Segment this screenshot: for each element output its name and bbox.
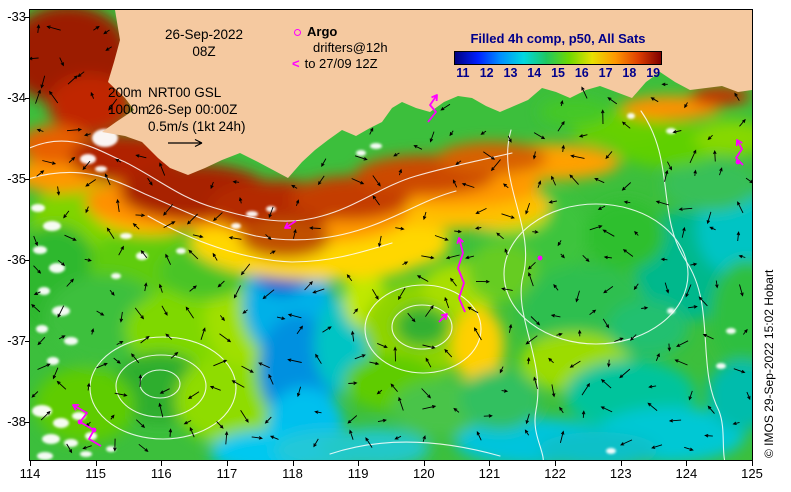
x-tick-label: 117 [216, 466, 238, 481]
model-name: NRT00 GSL [148, 85, 222, 100]
colorbar-tick-labels: 11 12 13 14 15 16 17 18 19 [451, 66, 665, 80]
y-tick-mark [25, 341, 30, 342]
x-tick-mark [161, 461, 163, 466]
argo-marker-icon [294, 28, 301, 36]
y-tick-mark [25, 422, 30, 423]
drifters-label-2: to 27/09 12Z [304, 56, 378, 71]
x-tick-label: 125 [741, 466, 763, 481]
y-tick-mark [25, 179, 30, 180]
x-tick-label: 123 [609, 466, 632, 481]
x-tick-mark [226, 461, 228, 466]
model-row-1: 200m NRT00 GSL [108, 84, 246, 101]
sst-map [30, 10, 752, 460]
credit-text: © IMOS 29-Sep-2022 15:02 Hobart [762, 269, 776, 458]
x-tick-label: 116 [150, 466, 172, 481]
current-vector-field [30, 24, 752, 454]
colorbar-tick-label: 15 [551, 66, 565, 80]
analysis-date: 26-Sep-2022 [164, 27, 244, 42]
drifter-track [735, 139, 744, 166]
colorbar-tick-label: 16 [574, 66, 589, 80]
x-tick-mark [489, 461, 491, 466]
model-depth-2: 1000m [108, 102, 150, 117]
drifter-arrow-icon: < [292, 56, 300, 71]
annotation-datetime: 26-Sep-2022 08Z [148, 26, 260, 60]
model-datetime: 26-Sep 00:00Z [148, 102, 238, 117]
ssh-contours [30, 110, 726, 460]
vector-scale-label: 0.5m/s (1kt 24h) [148, 119, 246, 134]
x-tick-label: 120 [412, 466, 435, 481]
legend-row-argo: Argo [292, 24, 388, 40]
annotation-model-info: 200m NRT00 GSL 1000m26-Sep 00:00Z 0.5m/s … [108, 84, 246, 148]
x-tick-label: 119 [347, 466, 369, 481]
colorbar-gradient [454, 51, 662, 65]
colorbar-title: Filled 4h comp, p50, All Sats [470, 31, 646, 46]
x-tick-label: 122 [544, 466, 566, 481]
y-tick-label: -35 [7, 171, 26, 186]
x-tick-label: 118 [282, 466, 303, 481]
y-tick-mark [25, 17, 30, 18]
colorbar-tick-label: 12 [479, 66, 494, 80]
drifter-track [284, 220, 297, 229]
y-tick-label: -38 [7, 414, 26, 429]
x-tick-mark [423, 461, 425, 466]
x-tick-mark [30, 461, 31, 466]
drifter-track [427, 94, 438, 123]
drifter-track [72, 404, 102, 447]
x-tick-mark [95, 461, 97, 466]
colorbar-tick-label: 18 [622, 66, 637, 80]
colorbar: Filled 4h comp, p50, All Sats 11 12 13 14 15… [448, 31, 668, 80]
drifter-track [438, 313, 448, 323]
x-tick-mark [751, 461, 753, 466]
x-tick-label: 121 [478, 466, 501, 481]
x-tick-mark [555, 461, 557, 466]
colorbar-tick-label: 11 [456, 66, 470, 80]
colorbar-tick-label: 19 [646, 66, 661, 80]
annotation-legend: Argo drifters@12h < to 27/09 12Z [292, 24, 388, 72]
x-tick-label: 124 [675, 466, 698, 481]
x-tick-mark [358, 461, 360, 466]
colorbar-tick-label: 14 [527, 66, 542, 80]
drifters-label-1: drifters@12h [313, 40, 388, 55]
y-tick-label: -34 [7, 90, 26, 105]
analysis-hour: 08Z [192, 44, 216, 59]
current-vectors [30, 24, 752, 454]
x-tick-mark [620, 461, 622, 466]
argo-label: Argo [307, 24, 338, 39]
drifter-track [456, 237, 466, 313]
x-tick-mark [292, 461, 294, 466]
scale-arrow-icon [168, 138, 203, 148]
y-tick-mark [25, 98, 30, 99]
x-tick-label: 114 [19, 466, 41, 481]
y-tick-label: -36 [7, 252, 26, 267]
sst-field-blobs [30, 10, 752, 460]
argo-float-marker [537, 255, 543, 261]
drifter-argo-overlay [72, 94, 744, 447]
x-axis-labels: 114 115 116 117 118 119 120 121 122 123 124 125 [0, 466, 791, 486]
y-tick-label: -37 [7, 333, 26, 348]
y-tick-mark [25, 260, 30, 261]
model-depth-1: 200m [108, 85, 142, 100]
y-tick-label: -33 [7, 9, 26, 24]
colorbar-tick-label: 13 [503, 66, 518, 80]
x-tick-mark [686, 461, 688, 466]
colorbar-tick-label: 17 [598, 66, 613, 80]
model-row-2: 1000m26-Sep 00:00Z [108, 101, 246, 118]
x-tick-label: 115 [85, 466, 106, 481]
legend-row-drifters: < to 27/09 12Z [292, 56, 388, 72]
